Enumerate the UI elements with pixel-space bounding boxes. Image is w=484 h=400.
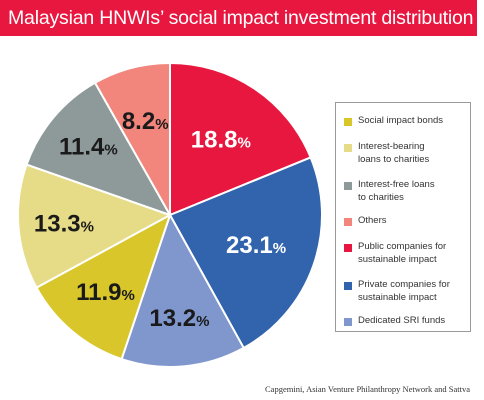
legend-swatch: [344, 144, 352, 152]
legend-swatch: [344, 318, 352, 326]
pie-slice-others: [93, 61, 171, 219]
legend-label: Public companies for sustainable impact: [358, 241, 447, 265]
legend-label: Interest-bearing loans to charities: [358, 141, 430, 165]
legend-label: Social impact bonds: [358, 115, 444, 126]
legend-label: Dedicated SRI funds: [358, 315, 446, 326]
pie-labels: 18.8% 23.1% 13.2% 11.9% 13.3% 11.4%8.2%: [34, 108, 286, 332]
legend-swatch: [344, 182, 352, 190]
source-note: Capgemini, Asian Venture Philanthropy Ne…: [265, 384, 470, 394]
pie-slice-private-companies-for-sustainable-impact: [168, 156, 323, 350]
slice-value-label: 13.2%: [149, 305, 209, 332]
legend: Social impact bonds Interest-bearing loans…: [335, 102, 471, 332]
slice-value-label: 13.3%: [34, 211, 94, 238]
legend-swatch: [344, 244, 352, 252]
pie-slice-interest-bearing-loans-to-charities: [17, 163, 173, 290]
legend-label: Others: [358, 215, 387, 226]
legend-swatch: [344, 118, 352, 126]
legend-swatch: [344, 218, 352, 226]
pie-slice-social-impact-bonds: [35, 212, 172, 361]
slice-value-label: 11.9%: [76, 279, 135, 306]
pie-slice-interest-free-loans-to-charities: [25, 81, 173, 217]
slice-value-label: 8.2%: [122, 108, 169, 135]
pie-slices: [17, 61, 323, 368]
pie-slice-public-companies-for-sustainable-impact: [169, 61, 312, 217]
legend-label: Private companies for sustainable impact: [358, 279, 450, 303]
slice-value-label: 18.8%: [191, 126, 251, 153]
slice-value-label: 11.4%: [59, 134, 118, 161]
legend-swatch: [344, 282, 352, 290]
legend-label: Interest-free loans to charities: [358, 179, 435, 203]
chart-title: Malaysian HNWIs’ social impact investmen…: [0, 0, 477, 36]
pie-slice-dedicated-sri-funds: [120, 212, 246, 368]
slice-value-label: 23.1%: [226, 232, 286, 259]
